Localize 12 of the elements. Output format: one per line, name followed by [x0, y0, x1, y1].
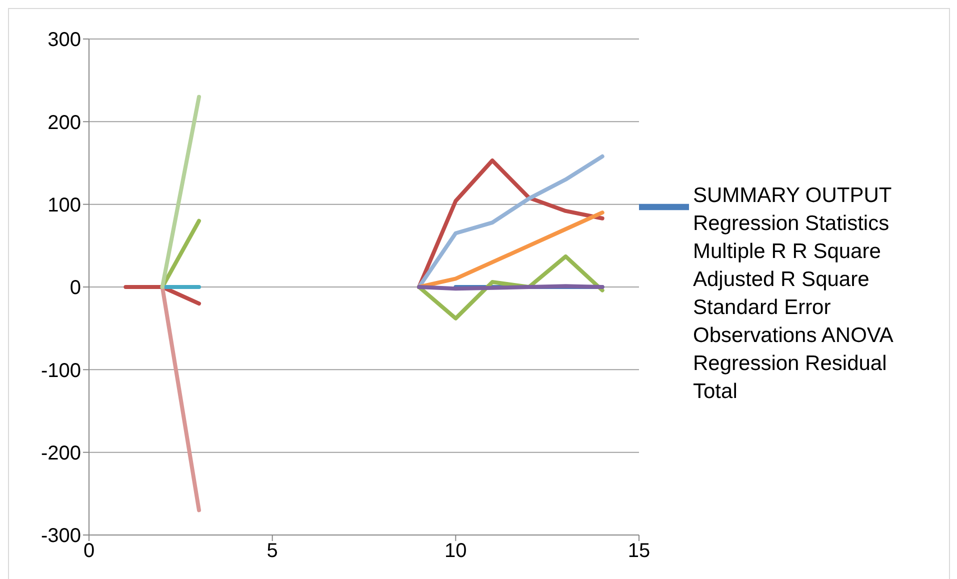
y-tick-label: 100: [48, 194, 81, 216]
y-tick-label: 0: [70, 277, 81, 300]
y-tick-label: -200: [40, 442, 81, 464]
x-tick-label: 5: [266, 540, 278, 562]
y-tick-label: -300: [40, 525, 81, 548]
x-tick-label: 15: [628, 540, 650, 562]
y-tick-label: 300: [48, 29, 81, 52]
legend-label: SUMMARY OUTPUT Regression Statistics Multiple R R Square Adjusted R Square Standard Error Observations ANOVA Regression Residual Total: [693, 183, 894, 405]
x-tick-label: 0: [83, 540, 95, 562]
y-tick-label: -100: [40, 360, 81, 382]
y-tick-label: 200: [48, 112, 81, 134]
x-tick-label: 10: [444, 540, 467, 562]
